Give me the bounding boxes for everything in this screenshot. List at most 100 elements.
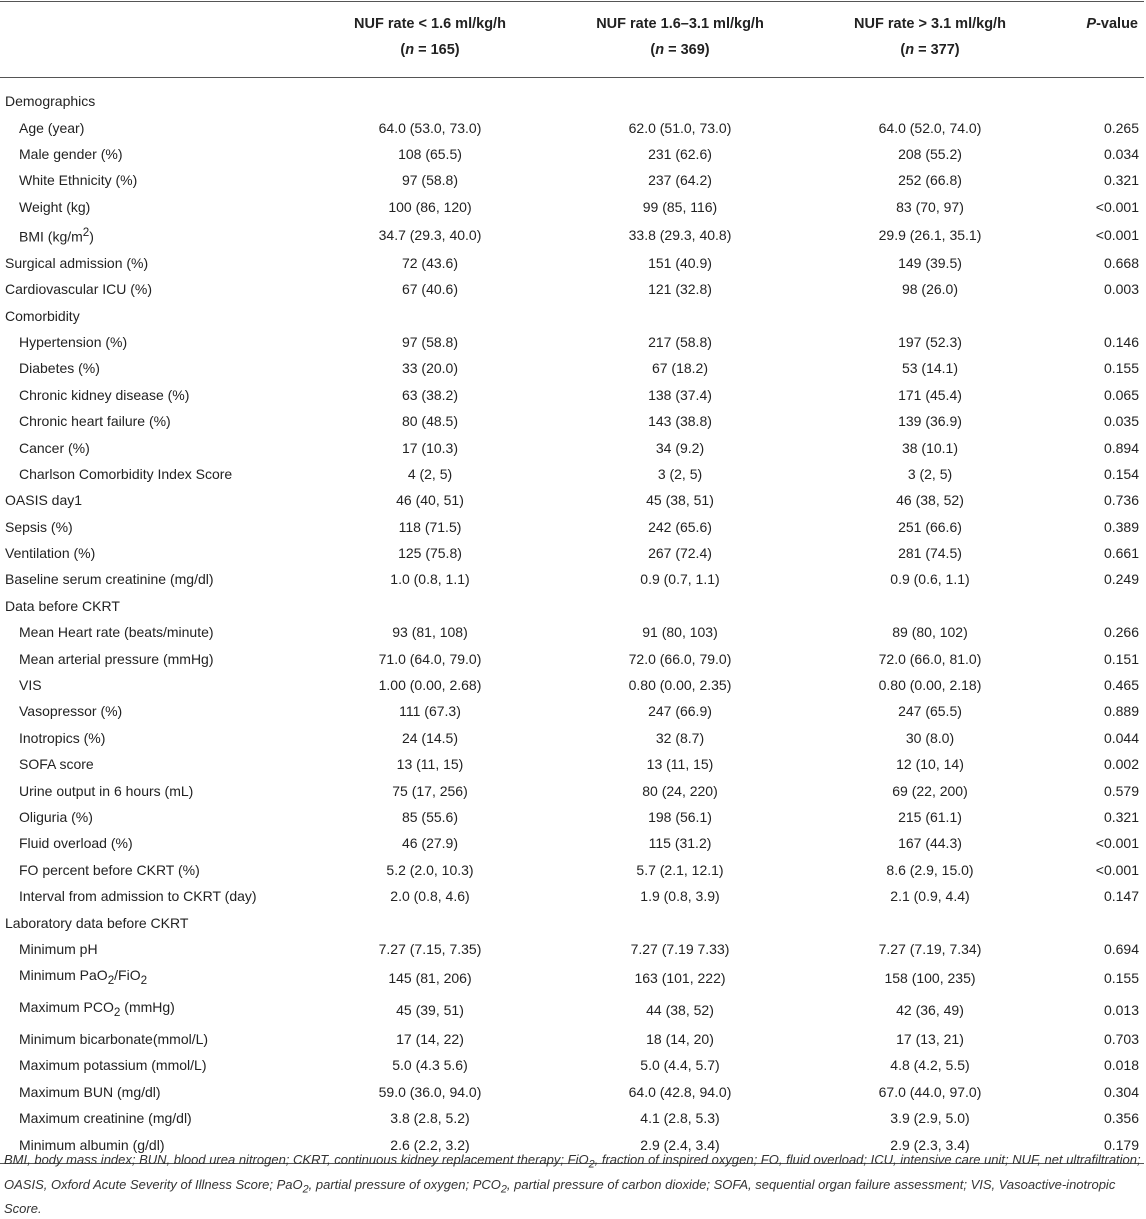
table-row: Minimum pH 7.27 (7.15, 7.35) 7.27 (7.19 7.…	[0, 936, 1144, 962]
row-label: Ventilation (%)	[5, 545, 96, 562]
table-row: Hypertension (%) 97 (58.8) 217 (58.8) 197 (…	[0, 329, 1144, 355]
p-value-cell: 0.465	[1103, 677, 1139, 694]
group-g3-cell: 139 (36.9)	[898, 413, 962, 430]
p-value-cell: <0.001	[1095, 835, 1139, 852]
group-g2-cell: 33.8 (29.3, 40.8)	[628, 226, 732, 243]
group-g3-cell: 64.0 (52.0, 74.0)	[878, 119, 982, 136]
group-g1-cell: 45 (39, 51)	[396, 1001, 464, 1018]
group-g1-cell: 2.6 (2.2, 3.2)	[305, 1131, 555, 1164]
table-row: Inotropics (%) 24 (14.5) 32 (8.7) 30 (8.0) 0…	[0, 725, 1144, 751]
table-footnote: BMI, body mass index; BUN, blood urea ni…	[4, 1152, 1141, 1217]
group-g2-cell: 72.0 (66.0, 79.0)	[628, 650, 732, 667]
table-row: Weight (kg) 100 (86, 120) 99 (85, 116) 83 (…	[0, 194, 1144, 220]
group-g1-cell: 93 (81, 108)	[392, 624, 468, 641]
group-g1-cell: 34.7 (29.3, 40.0)	[378, 226, 482, 243]
group-g2-cell: 242 (65.6)	[648, 518, 712, 535]
table-row: Cardiovascular ICU (%) 67 (40.6) 121 (32.8…	[0, 276, 1144, 302]
table-row: Diabetes (%) 33 (20.0) 67 (18.2) 53 (14.1) 0…	[0, 355, 1144, 381]
group-g1-cell: 63 (38.2)	[401, 386, 459, 403]
table-row: Maximum potassium (mmol/L) 5.0 (4.3 5.6) 5…	[0, 1052, 1144, 1078]
row-label: Weight (kg)	[19, 198, 91, 215]
group-g1-cell: 1.00 (0.00, 2.68)	[378, 677, 482, 694]
p-value-cell: 0.034	[1103, 145, 1139, 162]
group-g1-cell: 7.27 (7.15, 7.35)	[378, 940, 482, 957]
group-g3-cell: 46 (38, 52)	[896, 492, 964, 509]
section-label: Demographics	[5, 93, 96, 110]
group-g3-cell: 29.9 (26.1, 35.1)	[878, 226, 982, 243]
row-label: OASIS day1	[5, 492, 83, 509]
row-label: Interval from admission to CKRT (day)	[19, 888, 257, 905]
group-g3-cell: 251 (66.6)	[898, 518, 962, 535]
table-row: Vasopressor (%) 111 (67.3) 247 (66.9) 247 (…	[0, 698, 1144, 724]
group-g2-cell: 163 (101, 222)	[634, 970, 726, 987]
group-g3-cell	[805, 302, 1055, 328]
group-g2-cell: 0.9 (0.7, 1.1)	[640, 571, 720, 588]
group-g2-cell: 138 (37.4)	[648, 386, 712, 403]
group-g1-cell: 108 (65.5)	[398, 145, 462, 162]
group-g2-cell: 80 (24, 220)	[642, 782, 718, 799]
section-label: Laboratory data before CKRT	[5, 914, 189, 931]
table-row: SOFA score 13 (11, 15) 13 (11, 15) 12 (10, …	[0, 751, 1144, 777]
row-label: FO percent before CKRT (%)	[19, 861, 200, 878]
group-g3-cell	[805, 593, 1055, 619]
group-g2-cell: 121 (32.8)	[648, 281, 712, 298]
group-g3-cell: 3.9 (2.9, 5.0)	[890, 1110, 970, 1127]
section-row: Laboratory data before CKRT	[0, 909, 1144, 935]
header-pvalue: P-value	[1055, 1, 1144, 37]
group-g3-cell: 215 (61.1)	[898, 809, 962, 825]
p-value-cell: 0.147	[1103, 888, 1139, 905]
group-g2-cell: 2.9 (2.4, 3.4)	[555, 1131, 805, 1164]
group-g2-cell: 217 (58.8)	[648, 333, 712, 350]
row-label: Mean arterial pressure (mmHg)	[19, 650, 214, 667]
table-row: Maximum BUN (mg/dl) 59.0 (36.0, 94.0) 64.0…	[0, 1079, 1144, 1105]
group-g3-cell: 89 (80, 102)	[892, 624, 968, 641]
group-g1-cell: 17 (14, 22)	[396, 1030, 464, 1047]
row-label: Cardiovascular ICU (%)	[5, 281, 153, 298]
group-g1-cell: 24 (14.5)	[401, 729, 459, 746]
p-value-cell: 0.703	[1103, 1030, 1139, 1047]
row-label: Maximum PCO2 (mmHg)	[19, 998, 175, 1019]
p-value-cell: 0.035	[1103, 413, 1139, 430]
table-row: Urine output in 6 hours (mL) 75 (17, 256)…	[0, 777, 1144, 803]
table-row: Ventilation (%) 125 (75.8) 267 (72.4) 281 (…	[0, 540, 1144, 566]
group-g2-cell: 231 (62.6)	[648, 145, 712, 162]
header-group3: NUF rate > 3.1 ml/kg/h	[805, 1, 1055, 37]
group-g2-cell: 143 (38.8)	[648, 413, 712, 430]
group-g3-cell: 7.27 (7.19, 7.34)	[878, 940, 982, 957]
table-row: Minimum bicarbonate(mmol/L) 17 (14, 22) 18…	[0, 1026, 1144, 1052]
row-label: Diabetes (%)	[19, 360, 100, 377]
group-g3-cell	[805, 78, 1055, 115]
group-g1-cell: 118 (71.5)	[398, 518, 462, 535]
group-g2-cell: 198 (56.1)	[648, 809, 712, 825]
group-g3-cell: 38 (10.1)	[901, 439, 959, 456]
table-row: Chronic heart failure (%) 80 (48.5) 143 (3…	[0, 408, 1144, 434]
table-body: Demographics Age (year) 64.0 (53.0, 73.0) 6…	[0, 78, 1144, 1164]
p-value-cell: 0.154	[1103, 465, 1139, 482]
row-label: Baseline serum creatinine (mg/dl)	[5, 571, 214, 588]
p-value-cell: 0.002	[1103, 756, 1139, 773]
row-label: Chronic kidney disease (%)	[19, 386, 190, 403]
group-g3-cell: 158 (100, 235)	[884, 970, 976, 987]
table-row: Oliguria (%) 85 (55.6) 198 (56.1) 215 (61.1…	[0, 804, 1144, 830]
group-g1-cell: 3.8 (2.8, 5.2)	[390, 1110, 470, 1127]
p-value-cell	[1055, 78, 1144, 115]
group-g2-cell: 44 (38, 52)	[646, 1001, 714, 1018]
group-g2-cell: 1.9 (0.8, 3.9)	[640, 888, 720, 905]
table-row: Maximum creatinine (mg/dl) 3.8 (2.8, 5.2)…	[0, 1105, 1144, 1131]
row-label: SOFA score	[19, 756, 94, 773]
p-value-cell: 0.155	[1103, 360, 1139, 377]
group-g1-cell: 59.0 (36.0, 94.0)	[378, 1083, 482, 1100]
group-g2-cell	[555, 909, 805, 935]
p-value-cell: 0.265	[1103, 119, 1139, 136]
group-g2-cell: 64.0 (42.8, 94.0)	[628, 1083, 732, 1100]
row-label: Mean Heart rate (beats/minute)	[19, 624, 214, 641]
group-g1-cell: 64.0 (53.0, 73.0)	[378, 119, 482, 136]
group-g1-cell: 46 (27.9)	[401, 835, 459, 852]
header-group1-n: (n = 165)	[305, 37, 555, 78]
group-g1-cell: 97 (58.8)	[401, 172, 459, 189]
group-g2-cell: 18 (14, 20)	[646, 1030, 714, 1047]
row-label: White Ethnicity (%)	[19, 172, 138, 189]
section-label: Data before CKRT	[5, 597, 120, 614]
group-g1-cell: 125 (75.8)	[398, 545, 462, 562]
group-g2-cell: 151 (40.9)	[648, 254, 712, 271]
